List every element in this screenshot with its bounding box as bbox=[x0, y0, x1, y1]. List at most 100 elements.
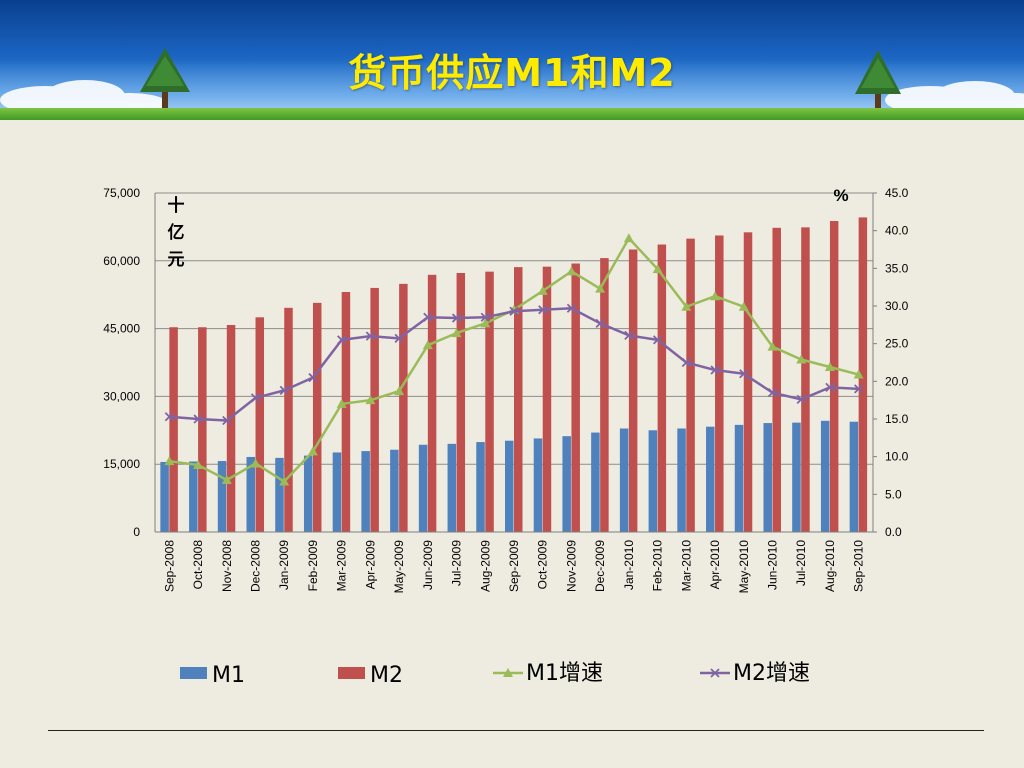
m1-bar bbox=[275, 457, 284, 532]
m1-growth-point bbox=[595, 283, 606, 293]
x-tick-label: Jan-2010 bbox=[622, 540, 636, 590]
m2-bar bbox=[399, 283, 408, 532]
m1-bar bbox=[418, 444, 428, 532]
m2-bar bbox=[341, 291, 351, 532]
m2-bar bbox=[801, 227, 810, 533]
left-clouds bbox=[0, 80, 168, 115]
x-tick-label: Sep-2009 bbox=[507, 540, 521, 592]
m1-bar bbox=[648, 430, 658, 532]
m2-bar bbox=[829, 221, 839, 533]
m2-bar bbox=[456, 273, 466, 532]
x-tick-label: May-2010 bbox=[737, 540, 751, 594]
m2-growth-legend-label: M2增速 bbox=[733, 661, 810, 686]
x-tick-label: Sep-2010 bbox=[852, 540, 866, 592]
m2-bar bbox=[255, 317, 265, 532]
x-tick-label: Oct-2009 bbox=[536, 540, 550, 590]
m1-legend-label: M1 bbox=[212, 663, 245, 688]
m1-growth-point bbox=[710, 291, 721, 301]
m1-bar bbox=[562, 436, 571, 532]
x-tick-label: Apr-2010 bbox=[708, 540, 722, 590]
m2-growth-point bbox=[222, 415, 232, 426]
bars bbox=[160, 217, 868, 533]
m2-bar bbox=[514, 267, 523, 532]
slide-title: 货币供应M1和M2 bbox=[348, 51, 676, 95]
m2-bar bbox=[198, 327, 207, 532]
m1-bar bbox=[332, 452, 342, 532]
m1-bar bbox=[706, 426, 715, 532]
left-tick-label: 60,000 bbox=[103, 254, 140, 268]
x-tick-label: Nov-2009 bbox=[564, 540, 578, 592]
m2-growth-point bbox=[825, 382, 835, 392]
m1-growth-point bbox=[537, 285, 548, 295]
x-tick-label: Aug-2010 bbox=[823, 540, 837, 592]
m2-growth-point bbox=[480, 312, 490, 322]
m2-bar bbox=[485, 271, 494, 532]
m1-growth-point bbox=[451, 328, 462, 338]
m2-bar bbox=[169, 327, 178, 532]
m1-growth-point bbox=[853, 369, 864, 379]
m1-bar bbox=[189, 461, 198, 532]
m1-bar bbox=[619, 428, 629, 532]
m1-bar bbox=[447, 443, 457, 532]
banner-scenery bbox=[0, 48, 1024, 115]
m2-growth-point bbox=[164, 412, 174, 422]
left-axis-unit-label: 十亿元 bbox=[168, 195, 185, 270]
axes: 0 15,000 30,000 45,000 60,000 75,000 0.0 5.0 10.… bbox=[103, 186, 908, 593]
legend: M1 M2 M1增速 M2增速 bbox=[180, 661, 810, 688]
right-tick-label: 40.0 bbox=[885, 224, 909, 238]
m1-bar bbox=[820, 420, 830, 532]
x-tick-label: Jul-2010 bbox=[794, 540, 808, 586]
m2-growth-point bbox=[394, 333, 404, 344]
right-tick-label: 0.0 bbox=[885, 525, 902, 539]
m1-bar bbox=[217, 461, 227, 532]
x-tick-label: Jul-2009 bbox=[450, 540, 464, 586]
left-tree-icon bbox=[140, 48, 190, 110]
m2-bar bbox=[686, 238, 695, 533]
m2-legend-swatch bbox=[338, 667, 365, 679]
right-tick-label: 35.0 bbox=[885, 261, 909, 275]
m1-growth-point bbox=[422, 340, 433, 350]
m2-bar bbox=[427, 274, 437, 532]
m2-growth-point bbox=[854, 384, 864, 394]
m2-growth-point bbox=[365, 331, 376, 341]
right-tick-label: 45.0 bbox=[885, 186, 909, 200]
m1-bar bbox=[533, 438, 543, 532]
right-tree-icon bbox=[855, 50, 901, 110]
m1-bar bbox=[505, 440, 514, 532]
m2-growth-point bbox=[566, 303, 577, 313]
m1-bar bbox=[677, 428, 686, 532]
m2-bar bbox=[743, 232, 753, 532]
m1-growth-legend-label: M1增速 bbox=[526, 661, 603, 686]
m1-growth-point bbox=[164, 456, 175, 466]
x-tick-label: Feb-2010 bbox=[651, 540, 665, 592]
x-tick-label: Sep-2008 bbox=[162, 540, 176, 592]
m1-bar bbox=[390, 449, 399, 532]
m1-bar bbox=[476, 442, 485, 532]
m2-growth-point bbox=[538, 305, 548, 315]
x-tick-label: Jun-2010 bbox=[765, 540, 779, 590]
m2-bar bbox=[542, 266, 552, 532]
m2-legend-label: M2 bbox=[370, 663, 403, 688]
x-tick-label: Feb-2009 bbox=[306, 540, 320, 592]
right-tick-label: 20.0 bbox=[885, 374, 909, 388]
m1-growth-point bbox=[824, 362, 835, 372]
left-tick-label: 15,000 bbox=[103, 457, 140, 471]
m1-growth-point bbox=[193, 459, 204, 469]
x-tick-label: Mar-2010 bbox=[679, 540, 693, 592]
m1-growth-point bbox=[250, 458, 261, 468]
m2-bar bbox=[858, 217, 868, 532]
m2-bar bbox=[715, 235, 724, 532]
m2-growth-point bbox=[451, 313, 462, 323]
m1-growth-point bbox=[652, 264, 663, 274]
m1-growth-point bbox=[566, 266, 577, 276]
x-tick-label: Dec-2008 bbox=[249, 540, 263, 592]
m2-growth-legend-marker bbox=[710, 668, 720, 678]
m1-growth-point bbox=[336, 398, 347, 408]
m1-bar bbox=[303, 455, 313, 532]
m1-growth-point bbox=[394, 386, 405, 396]
m1-growth-point bbox=[279, 476, 290, 486]
m2-growth-point bbox=[624, 330, 634, 341]
right-tick-label: 25.0 bbox=[885, 337, 909, 351]
m2-bar bbox=[772, 227, 781, 532]
